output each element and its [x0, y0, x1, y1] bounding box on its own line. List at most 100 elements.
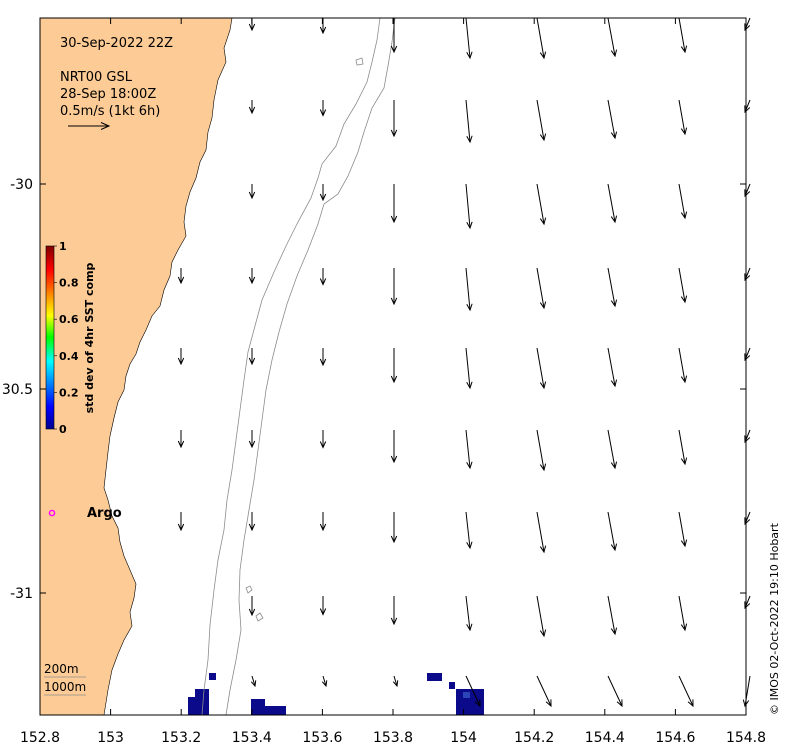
- current-arrow: [465, 99, 473, 144]
- current-arrow: [177, 430, 185, 449]
- credit-text: © IMOS 02-Oct-2022 19:10 Hobart: [768, 522, 781, 715]
- current-arrow: [465, 347, 473, 390]
- seamount-contour: [355, 57, 364, 66]
- current-arrow: [678, 17, 688, 54]
- current-arrow: [536, 17, 547, 60]
- colorbar-tick-label: 0: [59, 423, 67, 436]
- current-arrow: [465, 17, 473, 60]
- current-arrow: [742, 675, 751, 708]
- colorbar-label: std dev of 4hr SST comp: [83, 262, 96, 413]
- current-arrow: [536, 675, 552, 708]
- current-arrow: [177, 512, 185, 532]
- current-arrow: [678, 429, 688, 466]
- current-arrow: [390, 184, 398, 224]
- current-arrow: [248, 268, 256, 285]
- current-arrow: [465, 429, 473, 470]
- argo-marker: [48, 509, 56, 517]
- timestamp-label: 30-Sep-2022 22Z: [60, 36, 173, 51]
- current-arrow: [390, 268, 398, 306]
- current-arrow: [390, 596, 398, 626]
- current-arrow: [607, 675, 623, 708]
- x-tick-label: 152.8: [20, 730, 60, 746]
- scale-arrow: [68, 122, 111, 130]
- current-arrow: [319, 100, 327, 117]
- contour-1000m: [225, 17, 396, 716]
- scale-label: 0.5m/s (1kt 6h): [60, 104, 160, 119]
- depth-label-1000m: 1000m: [44, 680, 86, 694]
- current-arrow: [177, 268, 185, 285]
- current-arrow: [390, 430, 398, 464]
- x-tick-label: 153.6: [302, 730, 342, 746]
- current-arrow: [390, 512, 398, 544]
- current-arrow: [465, 267, 473, 312]
- x-tick-label: 153.4: [232, 730, 272, 746]
- colorbar-tick-label: 0.4: [59, 350, 79, 363]
- current-arrow: [536, 595, 547, 638]
- current-arrow: [607, 595, 618, 636]
- current-arrow: [319, 18, 327, 35]
- current-arrow: [536, 347, 547, 390]
- current-arrow: [390, 100, 398, 138]
- current-arrow: [390, 18, 398, 54]
- current-arrow: [536, 511, 547, 554]
- current-arrow: [536, 99, 547, 142]
- current-arrow: [319, 184, 327, 202]
- current-arrow: [607, 347, 618, 388]
- current-arrow: [321, 675, 328, 688]
- current-arrow: [607, 267, 618, 308]
- current-arrow: [248, 100, 256, 115]
- x-tick-label: 153.8: [373, 730, 413, 746]
- current-arrow: [465, 511, 473, 550]
- current-arrow: [465, 675, 481, 708]
- x-tick-label: 154: [450, 730, 477, 746]
- y-tick-label: 30.5: [2, 382, 33, 398]
- colorbar: [45, 245, 55, 430]
- current-arrow: [248, 596, 256, 617]
- product-label: NRT00 GSL: [60, 70, 133, 85]
- land-mass: [39, 17, 233, 716]
- sst-date-label: 28-Sep 18:00Z: [60, 87, 156, 102]
- x-tick-label: 154.2: [514, 730, 554, 746]
- sst-pixel-light: [463, 692, 470, 698]
- current-arrow: [536, 183, 547, 226]
- current-arrow: [319, 512, 327, 532]
- x-tick-label: 154.4: [585, 730, 625, 746]
- contour-200m: [201, 17, 381, 716]
- current-arrow: [607, 511, 618, 552]
- current-arrow: [250, 675, 257, 688]
- current-arrow: [607, 17, 618, 58]
- current-arrow: [465, 595, 473, 632]
- seamount-contour: [245, 585, 253, 594]
- current-arrow: [319, 430, 327, 449]
- argo-label: Argo: [87, 506, 122, 521]
- current-arrow: [678, 675, 694, 708]
- current-arrow: [392, 675, 399, 688]
- seamount-contour: [255, 612, 264, 622]
- current-arrow: [248, 430, 256, 449]
- x-tick-label: 154.6: [655, 730, 695, 746]
- x-tick-label: 154.8: [726, 730, 766, 746]
- current-arrow: [678, 99, 688, 136]
- current-arrow: [319, 268, 327, 286]
- x-tick-label: 153.2: [161, 730, 201, 746]
- current-arrow: [678, 267, 688, 304]
- current-arrow: [177, 348, 185, 366]
- current-arrow: [319, 348, 327, 367]
- current-arrow: [390, 348, 398, 384]
- current-arrow: [607, 99, 618, 140]
- depth-label-200m: 200m: [44, 662, 79, 676]
- axis-ticks: 152.8 153 153.2 153.4 153.6 153.8 154 154.2 154.…: [2, 18, 766, 746]
- current-arrow: [536, 267, 547, 310]
- y-tick-label: -30: [10, 177, 33, 193]
- current-arrow: [678, 511, 688, 548]
- colorbar-tick-label: 1: [59, 240, 67, 253]
- current-arrow: [678, 183, 688, 220]
- y-tick-label: -31: [10, 586, 33, 602]
- colorbar-tick-label: 0.2: [59, 386, 79, 399]
- current-arrow: [248, 348, 256, 366]
- current-arrow: [248, 512, 256, 532]
- current-arrow: [465, 183, 473, 230]
- colorbar-ticks: 1 0.8 0.6 0.4 0.2 0: [54, 240, 79, 436]
- x-tick-label: 153: [97, 730, 124, 746]
